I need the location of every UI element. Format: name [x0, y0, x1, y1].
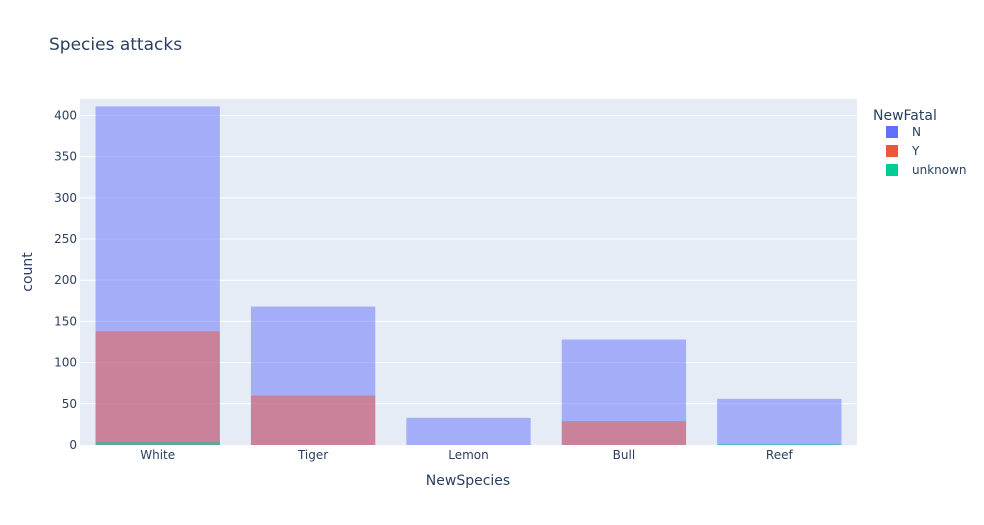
bars [95, 106, 842, 446]
y-tick-label: 350 [54, 150, 77, 164]
y-axis-title: count [20, 252, 36, 292]
y-tick-label: 50 [62, 397, 77, 411]
chart-title: Species attacks [49, 35, 182, 55]
bar-unknown-white[interactable] [95, 441, 220, 445]
x-tick-label: White [140, 448, 175, 462]
legend-swatch[interactable] [886, 145, 898, 157]
legend-item-label[interactable]: Y [911, 144, 920, 158]
bar-Y-tiger[interactable] [250, 395, 376, 445]
legend-title: NewFatal [873, 108, 937, 124]
x-tick-labels: White Tiger Lemon Bull Reef [140, 448, 793, 462]
bar-Y-bull[interactable] [561, 421, 687, 445]
y-tick-label: 0 [69, 438, 77, 452]
x-tick-label: Tiger [297, 448, 328, 462]
legend-item-label[interactable]: N [912, 125, 921, 139]
y-tick-label: 200 [54, 273, 77, 287]
x-tick-label: Lemon [448, 448, 489, 462]
legend-swatch[interactable] [886, 164, 898, 176]
legend-item-label[interactable]: unknown [912, 163, 967, 177]
y-tick-labels: 0 50 100 150 200 250 300 350 400 [54, 108, 77, 452]
x-tick-label: Reef [766, 448, 794, 462]
bar-N-reef[interactable] [717, 398, 842, 445]
bar-N-lemon[interactable] [406, 417, 531, 445]
y-tick-label: 400 [54, 108, 77, 122]
x-tick-label: Bull [613, 448, 636, 462]
y-tick-label: 100 [54, 356, 77, 370]
bar-unknown-reef[interactable] [717, 444, 842, 445]
x-axis-title: NewSpecies [426, 473, 510, 489]
bar-Y-white[interactable] [95, 331, 220, 445]
y-tick-label: 300 [54, 191, 77, 205]
y-tick-label: 150 [54, 314, 77, 328]
y-tick-label: 250 [54, 232, 77, 246]
legend-swatch[interactable] [886, 126, 898, 138]
